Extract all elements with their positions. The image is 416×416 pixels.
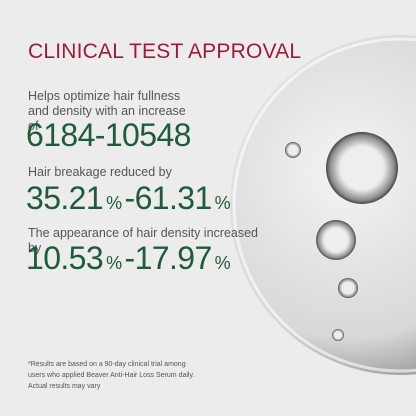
stat-description: Hair breakage reduced by	[28, 165, 172, 179]
footnote-line: *Results are based on a 90-day clinical …	[28, 361, 186, 368]
stat-low: 10.53	[26, 240, 104, 276]
footnote: *Results are based on a 90-day clinical …	[28, 359, 194, 392]
stat-low: 35.21	[26, 180, 104, 216]
stat-high: 61.31	[134, 180, 213, 216]
stat-separator: -	[124, 180, 136, 216]
footnote-line: users who applied Beaver Anti-Hair Loss …	[28, 372, 195, 379]
stat-high: 10548	[104, 117, 192, 153]
stat-value: 6184-10548	[26, 117, 191, 154]
stat-separator: -	[94, 117, 106, 153]
stat-unit: %	[214, 253, 231, 273]
footnote-line: Actual results may vary	[28, 383, 101, 390]
stat-unit: %	[106, 253, 122, 273]
stat-value: 35.21 %-61.31%	[26, 180, 233, 217]
stat-description: Helps optimize hair fullness and density…	[28, 89, 186, 133]
title: CLINICAL TEST APPROVAL	[28, 40, 302, 63]
stat-unit: %	[214, 193, 231, 213]
stat-low: 6184	[26, 117, 95, 153]
stat-high: 17.97	[134, 240, 213, 276]
stat-value: 10.53 %-17.97%	[26, 240, 233, 277]
stat-unit: %	[106, 193, 122, 213]
stat-separator: -	[124, 240, 136, 276]
stat-description: The appearance of hair density increased…	[28, 226, 259, 255]
